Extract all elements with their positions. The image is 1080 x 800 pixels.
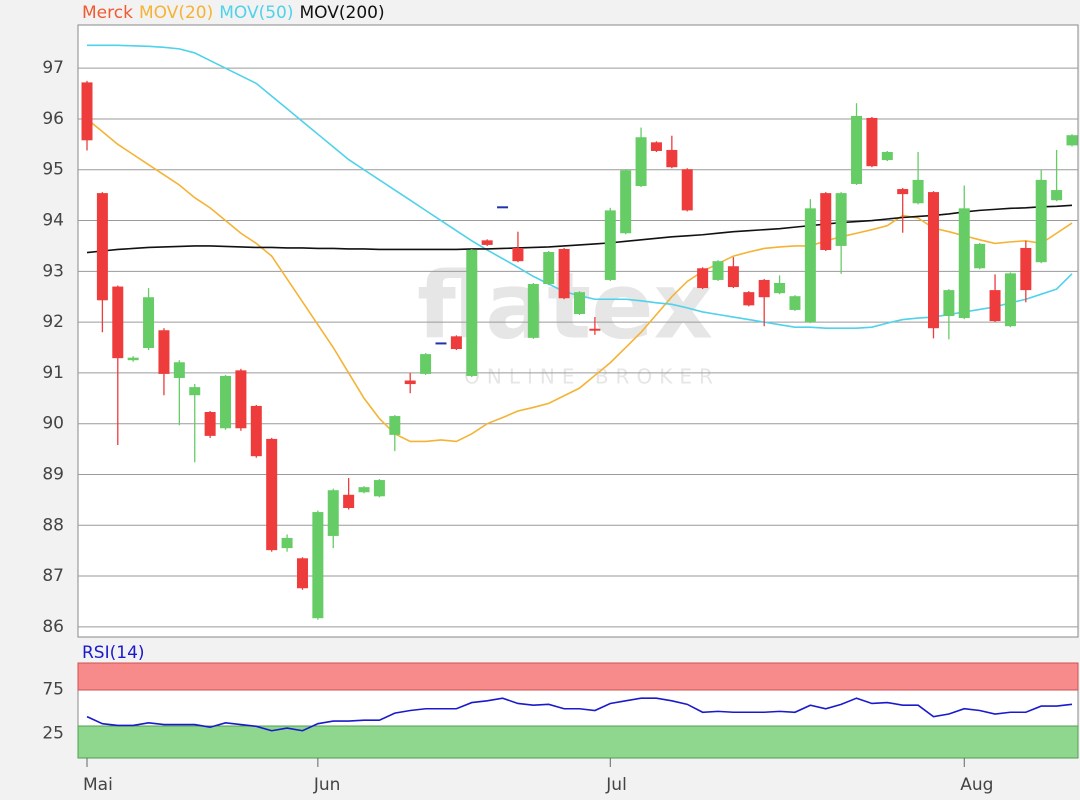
legend-entry: MOV(50) — [219, 3, 293, 23]
candle-body — [604, 210, 616, 280]
candle-body — [912, 179, 924, 204]
candle-body — [296, 558, 308, 589]
candle-body — [204, 412, 216, 436]
candle-body — [789, 296, 801, 310]
y-tick-label: 93 — [42, 261, 64, 281]
candle-body — [958, 208, 970, 319]
y-tick-label: 90 — [42, 414, 64, 434]
y-tick-label: 25 — [42, 723, 64, 743]
candle-body — [497, 206, 509, 209]
candle-body — [389, 416, 401, 435]
candle-body — [189, 387, 201, 396]
y-tick-label: 86 — [42, 617, 64, 637]
candle-body — [404, 380, 416, 385]
x-tick-label: Aug — [960, 775, 993, 795]
candle-body — [373, 480, 385, 497]
candle-body — [543, 252, 555, 285]
candle-body — [727, 266, 739, 288]
watermark-subtitle: ONLINE BROKER — [464, 365, 720, 389]
candle-body — [743, 292, 755, 306]
candle-body — [127, 357, 139, 361]
oversold-band — [77, 725, 1079, 759]
candle-body — [358, 487, 370, 493]
candle-body — [466, 249, 478, 376]
x-tick-label: Mai — [83, 775, 113, 795]
candle-body — [774, 283, 786, 294]
y-tick-label: 97 — [42, 58, 64, 78]
candle-body — [1051, 190, 1063, 201]
x-tick-label: Jun — [313, 775, 341, 795]
y-tick-label: 88 — [42, 515, 64, 535]
y-tick-label: 95 — [42, 160, 64, 180]
candle-body — [589, 328, 601, 331]
candle-body — [1035, 179, 1047, 263]
x-tick-label: Jul — [605, 775, 627, 795]
candle-body — [312, 512, 324, 619]
candle-body — [450, 336, 462, 350]
overbought-band — [77, 662, 1079, 691]
candle-body — [481, 240, 493, 245]
candle-body — [897, 189, 909, 195]
candle-body — [1004, 273, 1016, 327]
candle-body — [327, 490, 339, 536]
candle-body — [974, 243, 986, 269]
legend-entry: MOV(200) — [300, 3, 385, 23]
candle-body — [851, 115, 863, 184]
line-series — [86, 204, 1073, 254]
candle-body — [558, 248, 570, 299]
line-series — [86, 118, 1073, 443]
y-tick-label: 91 — [42, 363, 64, 383]
candle-body — [820, 193, 832, 250]
line-series — [86, 697, 1073, 732]
candle-body — [620, 170, 632, 234]
candle-body — [804, 208, 816, 323]
candle-body — [650, 142, 662, 151]
candle-body — [927, 192, 939, 329]
candle-body — [666, 149, 678, 168]
candle-body — [220, 375, 232, 429]
main-plot — [77, 24, 1079, 638]
candle-body — [1066, 135, 1078, 146]
candle-body — [435, 342, 447, 345]
y-tick-label: 87 — [42, 566, 64, 586]
y-tick-label: 94 — [42, 211, 64, 231]
candle-body — [835, 193, 847, 246]
candle-body — [81, 82, 93, 141]
candle-body — [758, 279, 770, 298]
candle-body — [881, 151, 893, 161]
candle-body — [527, 284, 539, 338]
candle-body — [989, 290, 1001, 322]
candle-body — [96, 193, 108, 301]
legend-entry: Merck — [82, 3, 133, 23]
y-tick-label: 75 — [42, 679, 64, 699]
candle-body — [635, 137, 647, 186]
candle-body — [943, 290, 955, 317]
candle-body — [866, 117, 878, 167]
candle-body — [420, 354, 432, 374]
y-tick-label: 89 — [42, 464, 64, 484]
candle-body — [574, 292, 585, 314]
y-tick-label: 96 — [42, 109, 64, 129]
candle-body — [512, 247, 524, 262]
candle-body — [173, 362, 185, 378]
candle-body — [281, 537, 293, 549]
legend-entry: RSI(14) — [82, 643, 145, 663]
candle-body — [266, 438, 278, 551]
candle-body — [250, 405, 262, 457]
candle-body — [1020, 247, 1032, 291]
candle-body — [158, 330, 170, 374]
candle-body — [343, 494, 355, 508]
candle-body — [697, 268, 709, 289]
y-tick-label: 92 — [42, 312, 64, 332]
candle-body — [112, 286, 124, 359]
candle-body — [712, 261, 724, 280]
legend-entry: MOV(20) — [139, 3, 213, 23]
candle-body — [235, 370, 247, 429]
candle-body — [143, 297, 155, 349]
candle-body — [681, 169, 693, 211]
